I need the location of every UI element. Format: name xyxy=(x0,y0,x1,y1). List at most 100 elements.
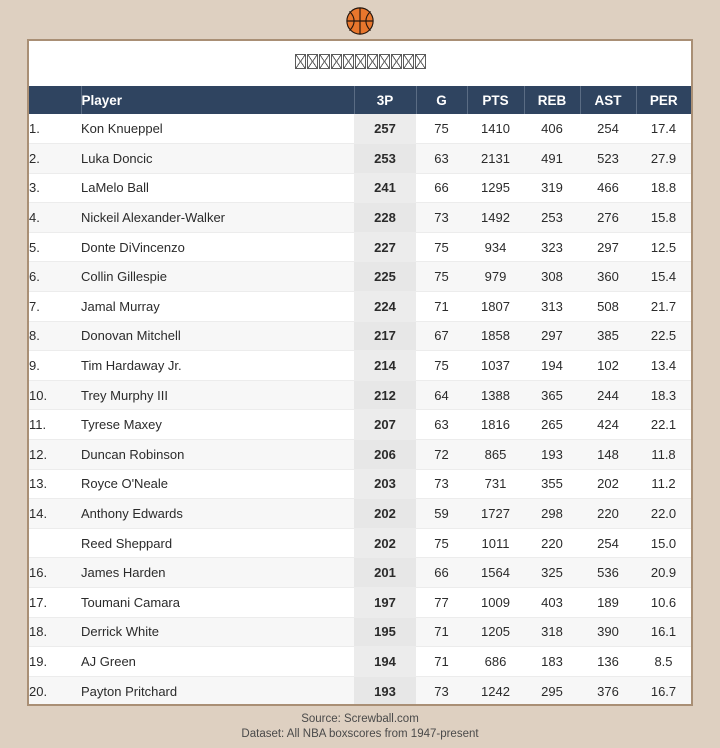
cell-pts: 1011 xyxy=(467,528,524,559)
cell-ast: 536 xyxy=(580,557,636,588)
cell-ast: 148 xyxy=(580,439,636,470)
cell-ast: 254 xyxy=(580,528,636,559)
cell-rank: 1. xyxy=(29,114,81,145)
column-header-rank[interactable] xyxy=(29,86,82,114)
cell-rank: 12. xyxy=(29,439,81,470)
cell-per: 16.1 xyxy=(636,617,691,648)
cell-ast: 254 xyxy=(580,114,636,145)
cell-ast: 424 xyxy=(580,409,636,441)
table-row[interactable]: 10. Trey Murphy III 212 64 1388 365 244 18.3 xyxy=(29,380,691,411)
cell-reb: 403 xyxy=(524,587,580,618)
cell-rank: 2. xyxy=(29,143,81,174)
cell-p3: 257 xyxy=(354,114,416,145)
cell-ast: 102 xyxy=(580,350,636,381)
cell-pts: 1295 xyxy=(467,173,524,204)
table-card: Player 3P G PTS REB AST PER 1. Kon Knuepp… xyxy=(27,39,693,706)
cell-g: 63 xyxy=(416,409,467,441)
cell-pts: 731 xyxy=(467,469,524,500)
cell-ast: 189 xyxy=(580,587,636,618)
cell-pts: 1009 xyxy=(467,587,524,618)
cell-g: 73 xyxy=(416,202,467,233)
cell-reb: 297 xyxy=(524,321,580,352)
cell-per: 20.9 xyxy=(636,557,691,588)
cell-pts: 1410 xyxy=(467,114,524,145)
cell-ast: 136 xyxy=(580,646,636,677)
cell-pts: 1242 xyxy=(467,676,524,704)
cell-name: AJ Green xyxy=(81,646,354,677)
table-row[interactable]: 3. LaMelo Ball 241 66 1295 319 466 18.8 xyxy=(29,173,691,204)
cell-reb: 183 xyxy=(524,646,580,677)
cell-name: Payton Pritchard xyxy=(81,676,354,704)
cell-name: Reed Sheppard xyxy=(81,528,354,559)
table-row[interactable]: 9. Tim Hardaway Jr. 214 75 1037 194 102 13.4 xyxy=(29,350,691,381)
cell-rank: 7. xyxy=(29,291,81,322)
table-row[interactable]: 18. Derrick White 195 71 1205 318 390 16.1 xyxy=(29,617,691,648)
table-row[interactable]: 8. Donovan Mitchell 217 67 1858 297 385 22.5 xyxy=(29,321,691,352)
cell-pts: 2131 xyxy=(467,143,524,174)
table-row[interactable]: 19. AJ Green 194 71 686 183 136 8.5 xyxy=(29,646,691,677)
cell-g: 66 xyxy=(416,173,467,204)
cell-pts: 1807 xyxy=(467,291,524,322)
cell-ast: 244 xyxy=(580,380,636,411)
cell-reb: 298 xyxy=(524,498,580,529)
cell-pts: 1858 xyxy=(467,321,524,352)
column-header-3p[interactable]: 3P xyxy=(354,86,417,114)
cell-g: 75 xyxy=(416,232,467,263)
cell-p3: 241 xyxy=(354,173,416,204)
cell-reb: 193 xyxy=(524,439,580,470)
cell-rank: 20. xyxy=(29,676,81,704)
cell-pts: 1564 xyxy=(467,557,524,588)
cell-per: 10.6 xyxy=(636,587,691,618)
cell-reb: 325 xyxy=(524,557,580,588)
table-row[interactable]: 5. Donte DiVincenzo 227 75 934 323 297 12.5 xyxy=(29,232,691,263)
cell-pts: 1727 xyxy=(467,498,524,529)
cell-rank: 10. xyxy=(29,380,81,411)
cell-p3: 227 xyxy=(354,232,416,263)
table-row[interactable]: 4. Nickeil Alexander-Walker 228 73 1492 253 27… xyxy=(29,202,691,233)
cell-name: Royce O'Neale xyxy=(81,469,354,500)
cell-per: 13.4 xyxy=(636,350,691,381)
column-header-per[interactable]: PER xyxy=(636,86,691,114)
cell-name: Luka Doncic xyxy=(81,143,354,174)
cell-per: 15.0 xyxy=(636,528,691,559)
table-row[interactable]: 16. James Harden 201 66 1564 325 536 20.9 xyxy=(29,557,691,588)
table-row[interactable]: 2. Luka Doncic 253 63 2131 491 523 27.9 xyxy=(29,143,691,174)
column-header-pts[interactable]: PTS xyxy=(467,86,525,114)
table-row[interactable]: 20. Payton Pritchard 193 73 1242 295 376 16.7 xyxy=(29,676,691,704)
cell-per: 11.8 xyxy=(636,439,691,470)
table-row[interactable]: 6. Collin Gillespie 225 75 979 308 360 15.4 xyxy=(29,261,691,293)
table-row[interactable]: 7. Jamal Murray 224 71 1807 313 508 21.7 xyxy=(29,291,691,322)
column-header-reb[interactable]: REB xyxy=(524,86,581,114)
cell-g: 64 xyxy=(416,380,467,411)
cell-g: 73 xyxy=(416,676,467,704)
cell-pts: 934 xyxy=(467,232,524,263)
cell-rank: 8. xyxy=(29,321,81,352)
cell-p3: 194 xyxy=(354,646,416,677)
cell-per: 11.2 xyxy=(636,469,691,500)
column-header-player[interactable]: Player xyxy=(81,86,355,114)
cell-reb: 355 xyxy=(524,469,580,500)
cell-p3: 214 xyxy=(354,350,416,381)
table-row[interactable]: 17. Toumani Camara 197 77 1009 403 189 10.6 xyxy=(29,587,691,618)
table-row[interactable]: 11. Tyrese Maxey 207 63 1816 265 424 22.1 xyxy=(29,409,691,441)
table-row[interactable]: 13. Royce O'Neale 203 73 731 355 202 11.2 xyxy=(29,469,691,500)
cell-rank: 6. xyxy=(29,261,81,293)
column-header-ast[interactable]: AST xyxy=(580,86,637,114)
column-header-g[interactable]: G xyxy=(416,86,468,114)
cell-ast: 376 xyxy=(580,676,636,704)
table-row[interactable]: 1. Kon Knueppel 257 75 1410 406 254 17.4 xyxy=(29,114,691,145)
cell-reb: 365 xyxy=(524,380,580,411)
cell-reb: 313 xyxy=(524,291,580,322)
cell-rank: 9. xyxy=(29,350,81,381)
cell-name: Derrick White xyxy=(81,617,354,648)
cell-per: 22.1 xyxy=(636,409,691,441)
cell-g: 66 xyxy=(416,557,467,588)
cell-reb: 265 xyxy=(524,409,580,441)
cell-p3: 253 xyxy=(354,143,416,174)
table-row[interactable]: Reed Sheppard 202 75 1011 220 254 15.0 xyxy=(29,528,691,559)
cell-pts: 1492 xyxy=(467,202,524,233)
table-row[interactable]: 12. Duncan Robinson 206 72 865 193 148 11.8 xyxy=(29,439,691,470)
table-row[interactable]: 14. Anthony Edwards 202 59 1727 298 220 22.0 xyxy=(29,498,691,529)
cell-ast: 508 xyxy=(580,291,636,322)
cell-pts: 865 xyxy=(467,439,524,470)
